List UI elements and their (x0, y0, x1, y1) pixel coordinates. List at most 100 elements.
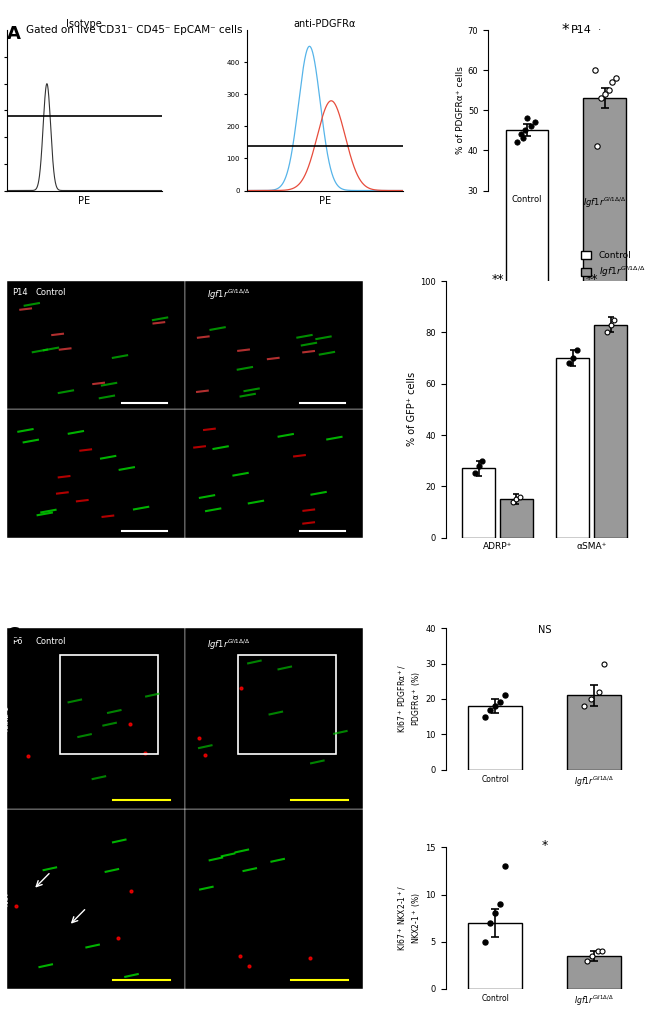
Point (306, 949, 316, 966)
X-axis label: PE: PE (78, 196, 90, 206)
Point (235, 680, 246, 696)
Point (592, 138, 602, 154)
Bar (6, 808, 185, 989)
Point (477, 453, 488, 469)
Point (518, 130, 528, 146)
Point (601, 325, 612, 341)
Point (579, 698, 590, 714)
Point (512, 134, 522, 150)
Text: C: C (6, 626, 20, 644)
Point (244, 959, 255, 975)
Point (515, 126, 526, 142)
Bar (185, 282, 363, 410)
Point (590, 63, 601, 79)
Text: NS: NS (538, 626, 551, 636)
Text: ADRP Rosa-eGFP: ADRP Rosa-eGFP (0, 317, 6, 374)
Text: KI67
NKX2-1: KI67 NKX2-1 (0, 705, 10, 732)
Point (480, 708, 491, 724)
Point (495, 694, 505, 710)
Text: Control: Control (36, 638, 66, 647)
Point (609, 312, 619, 328)
Point (611, 71, 621, 87)
Point (526, 118, 536, 134)
Text: *: * (562, 23, 569, 38)
Point (571, 342, 582, 358)
Point (605, 317, 616, 333)
Text: A: A (6, 25, 20, 43)
Point (595, 90, 606, 106)
Title: anti-PDGFRα: anti-PDGFRα (294, 19, 356, 29)
Point (567, 350, 578, 366)
Point (125, 716, 135, 733)
Point (23, 748, 34, 764)
Bar (567, 956, 621, 989)
Bar (185, 808, 363, 989)
Point (113, 929, 124, 945)
Text: Gated on live CD31⁻ CD45⁻ EpCAM⁻ cells: Gated on live CD31⁻ CD45⁻ EpCAM⁻ cells (26, 25, 242, 35)
Point (511, 491, 521, 508)
Point (490, 905, 501, 921)
Bar (500, 499, 533, 538)
Text: *: * (541, 839, 548, 853)
Point (582, 952, 592, 969)
Point (599, 87, 610, 103)
Point (586, 691, 596, 707)
Point (594, 684, 604, 700)
Y-axis label: KI67$^+$ NKX2-1$^+$/
NKX2-1$^+$ (%): KI67$^+$ NKX2-1$^+$/ NKX2-1$^+$ (%) (396, 885, 422, 951)
Point (500, 859, 510, 875)
Text: P14: P14 (571, 25, 592, 35)
Text: PDGFRα
Ki67: PDGFRα Ki67 (0, 885, 10, 913)
Y-axis label: % of PDGFRα⁺ cells: % of PDGFRα⁺ cells (456, 67, 465, 154)
Point (235, 947, 245, 964)
Point (607, 75, 618, 91)
Bar (556, 358, 590, 538)
Point (200, 748, 210, 764)
Text: P6: P6 (12, 638, 22, 647)
Point (194, 730, 204, 746)
Point (530, 114, 540, 130)
Bar (238, 655, 336, 755)
Point (11, 898, 21, 914)
Bar (6, 629, 185, 808)
Point (508, 493, 518, 510)
Title: Isotype: Isotype (66, 19, 102, 29)
Point (593, 943, 603, 960)
Point (470, 465, 480, 481)
Bar (583, 98, 626, 311)
Point (473, 458, 484, 474)
Legend: Control, $Igf1r^{Gli1Δ/Δ}$: Control, $Igf1r^{Gli1Δ/Δ}$ (552, 26, 616, 60)
Bar (185, 629, 363, 808)
Text: $Igf1r^{Gli1Δ/Δ}$: $Igf1r^{Gli1Δ/Δ}$ (207, 638, 251, 652)
Point (515, 488, 525, 504)
Point (522, 110, 532, 126)
Bar (468, 706, 523, 770)
Point (485, 915, 495, 931)
Bar (567, 695, 621, 770)
Bar (506, 130, 549, 311)
Bar (6, 282, 185, 410)
Point (597, 943, 607, 960)
Point (520, 122, 530, 138)
Text: P14: P14 (12, 288, 27, 297)
Y-axis label: % of GFP⁺ cells: % of GFP⁺ cells (408, 372, 417, 446)
Point (140, 746, 150, 762)
Text: Control: Control (36, 288, 66, 297)
Point (599, 656, 609, 672)
Bar (6, 410, 185, 538)
Point (500, 687, 510, 703)
Bar (185, 410, 363, 538)
Point (485, 701, 495, 717)
Bar (462, 468, 495, 538)
Bar (594, 325, 627, 538)
Text: **: ** (586, 273, 598, 287)
Y-axis label: KI67$^+$ PDGFRα$^+$/
PDGFRα$^+$ (%): KI67$^+$ PDGFRα$^+$/ PDGFRα$^+$ (%) (396, 665, 422, 734)
Text: B: B (6, 330, 20, 348)
Bar (468, 923, 523, 989)
Point (495, 896, 505, 912)
Point (490, 698, 501, 714)
Bar (60, 655, 158, 755)
Text: **: ** (491, 273, 504, 287)
Point (603, 83, 614, 99)
Legend: Control, $Igf1r^{Gli1Δ/Δ}$: Control, $Igf1r^{Gli1Δ/Δ}$ (577, 247, 649, 283)
Text: $Igf1r^{Gli1Δ/Δ}$: $Igf1r^{Gli1Δ/Δ}$ (207, 288, 251, 302)
